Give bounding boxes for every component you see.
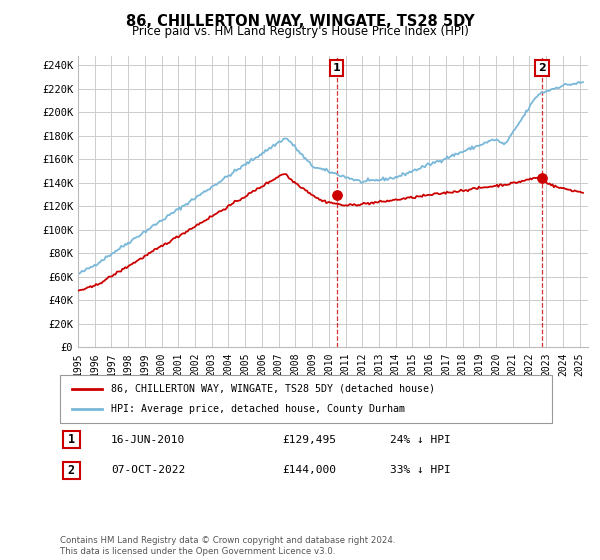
Point [537,174,547,183]
Text: 86, CHILLERTON WAY, WINGATE, TS28 5DY: 86, CHILLERTON WAY, WINGATE, TS28 5DY [125,14,475,29]
Text: 1: 1 [332,63,340,73]
Text: 24% ↓ HPI: 24% ↓ HPI [390,435,451,445]
Text: £144,000: £144,000 [282,465,336,475]
Text: 86, CHILLERTON WAY, WINGATE, TS28 5DY (detached house): 86, CHILLERTON WAY, WINGATE, TS28 5DY (d… [111,384,435,394]
Text: Contains HM Land Registry data © Crown copyright and database right 2024.
This d: Contains HM Land Registry data © Crown c… [60,536,395,556]
Point [332,190,341,199]
Text: £129,495: £129,495 [282,435,336,445]
Text: 07-OCT-2022: 07-OCT-2022 [111,465,185,475]
Text: 16-JUN-2010: 16-JUN-2010 [111,435,185,445]
Text: 2: 2 [68,464,75,477]
Text: Price paid vs. HM Land Registry's House Price Index (HPI): Price paid vs. HM Land Registry's House … [131,25,469,38]
Text: HPI: Average price, detached house, County Durham: HPI: Average price, detached house, Coun… [111,404,405,414]
Text: 2: 2 [538,63,546,73]
Text: 33% ↓ HPI: 33% ↓ HPI [390,465,451,475]
Text: 1: 1 [68,433,75,446]
